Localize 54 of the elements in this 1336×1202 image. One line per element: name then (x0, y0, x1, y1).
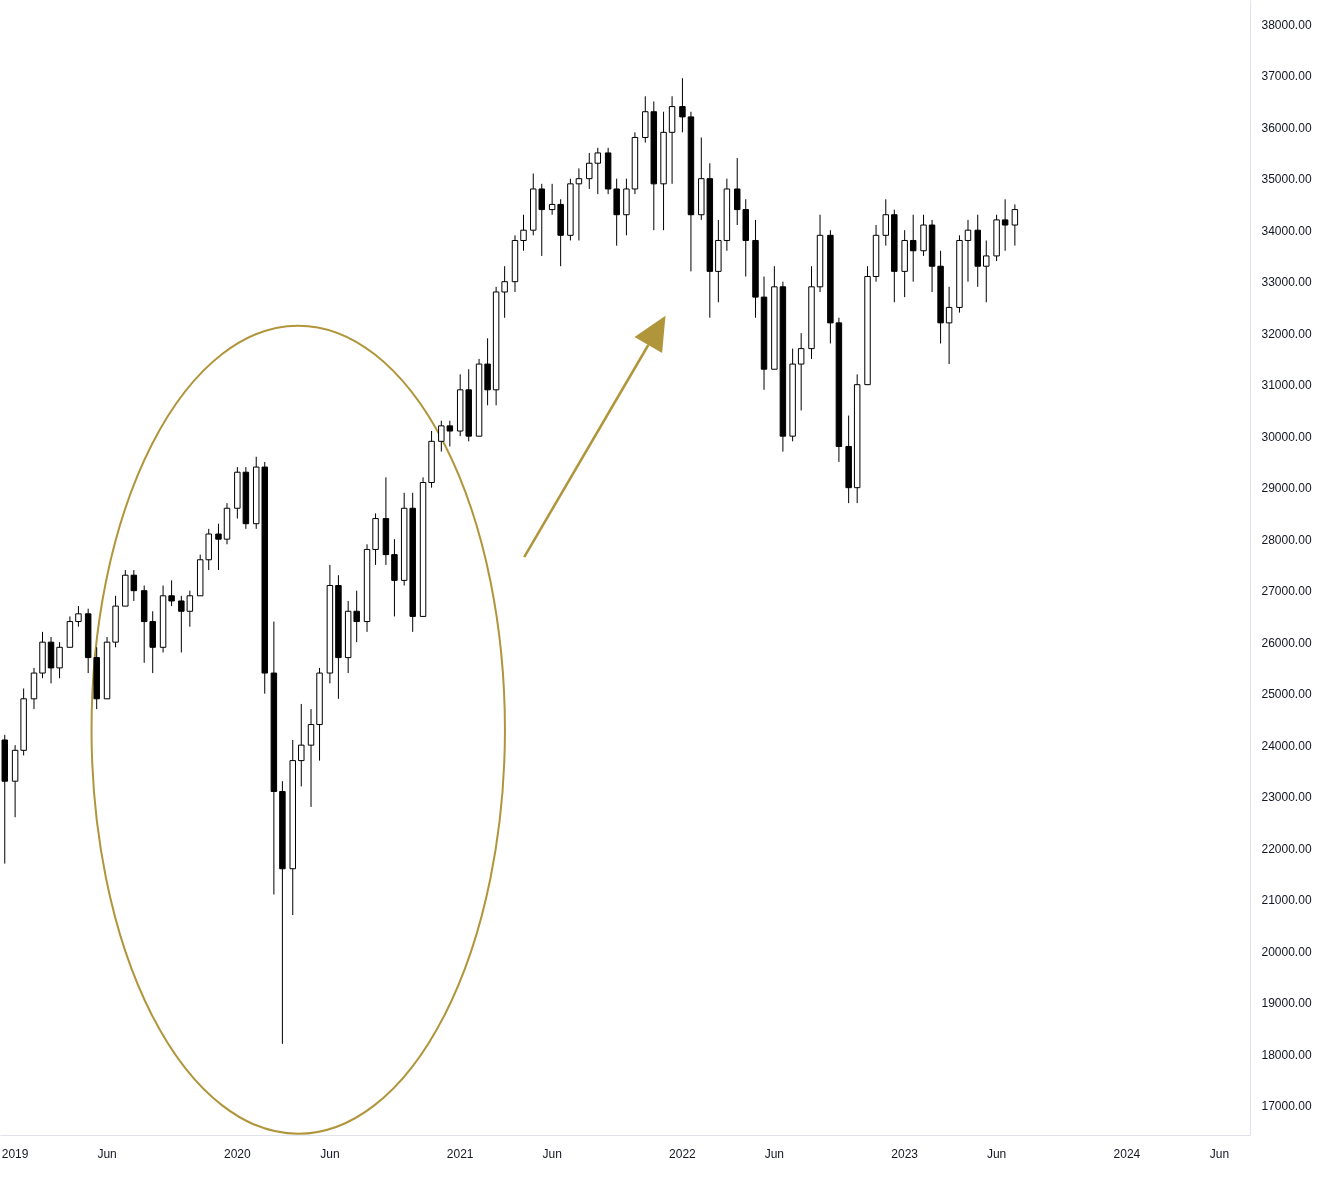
x-tick-label: Jun (97, 1146, 117, 1161)
x-tick-label: 2019 (1, 1146, 29, 1161)
candlestick (909, 214, 917, 283)
y-tick-label: 19000.00 (1261, 996, 1312, 1011)
y-tick-label: 37000.00 (1261, 69, 1312, 84)
candlestick (964, 219, 972, 283)
candlestick (168, 579, 175, 607)
x-tick-label: 2023 (891, 1146, 919, 1161)
candlestick (797, 332, 805, 411)
candlestick (983, 239, 990, 303)
y-tick-label: 24000.00 (1261, 738, 1312, 753)
x-tick-label: 2021 (446, 1146, 474, 1161)
y-tick-label: 26000.00 (1261, 635, 1312, 650)
y-tick-label: 20000.00 (1261, 944, 1312, 959)
y-tick-label: 17000.00 (1261, 1099, 1312, 1114)
candlestick (882, 198, 890, 247)
y-tick-label: 22000.00 (1261, 841, 1312, 856)
y-tick-label: 29000.00 (1261, 481, 1312, 496)
y-tick-label: 23000.00 (1261, 790, 1312, 805)
y-tick-label: 31000.00 (1261, 378, 1312, 393)
candlestick (945, 286, 953, 365)
candlestick (520, 214, 527, 252)
candlestick (586, 152, 593, 190)
y-tick-label: 25000.00 (1261, 687, 1312, 702)
y-tick-label: 21000.00 (1261, 893, 1312, 908)
y-tick-label: 27000.00 (1261, 584, 1312, 599)
candlestick (298, 703, 305, 787)
y-tick-label: 36000.00 (1261, 120, 1312, 135)
x-tick-label: 2020 (224, 1146, 252, 1161)
x-tick-label: Jun (542, 1146, 562, 1161)
candlestick (594, 147, 602, 195)
y-tick-label: 28000.00 (1261, 532, 1312, 547)
candlestick (1001, 198, 1009, 252)
candlestick (75, 605, 82, 628)
candlestick (501, 265, 508, 319)
x-tick-label: Jun (1209, 1146, 1230, 1161)
y-tick-label: 33000.00 (1261, 275, 1312, 290)
candlestick (575, 167, 583, 241)
x-tick-label: Jun (320, 1146, 340, 1161)
candlestick (307, 708, 315, 808)
x-tick-label: 2024 (1113, 1146, 1141, 1161)
y-tick-label: 30000.00 (1261, 429, 1312, 444)
x-tick-label: Jun (764, 1146, 785, 1161)
candlestick (215, 523, 222, 571)
candlestick (1011, 203, 1019, 247)
x-tick-label: 2022 (669, 1146, 697, 1161)
candlestick (679, 77, 686, 133)
candlestick (56, 641, 63, 679)
y-tick-label: 35000.00 (1261, 172, 1312, 187)
y-tick-label: 38000.00 (1261, 17, 1312, 32)
y-tick-label: 18000.00 (1261, 1047, 1312, 1062)
y-tick-label: 32000.00 (1261, 326, 1312, 341)
y-tick-label: 34000.00 (1261, 223, 1312, 238)
x-tick-label: Jun (986, 1146, 1007, 1161)
